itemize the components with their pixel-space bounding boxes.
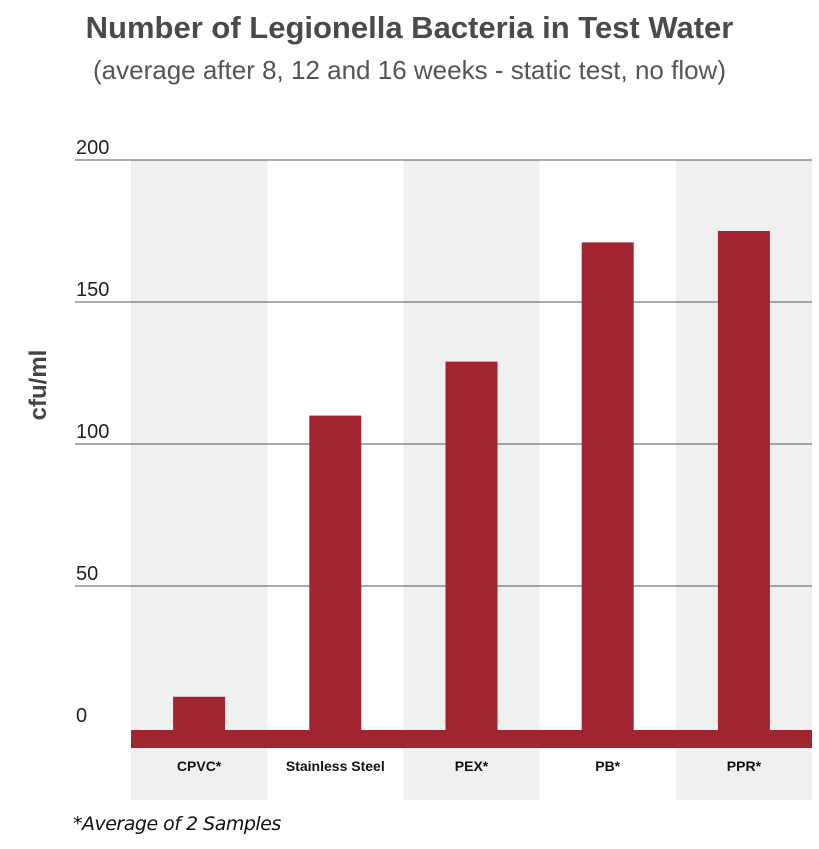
y-tick-label: 200	[76, 137, 109, 159]
y-axis-label: cfu/ml	[25, 350, 52, 421]
chart-subtitle: (average after 8, 12 and 16 weeks - stat…	[93, 55, 726, 85]
bar-pex	[445, 361, 498, 731]
bar-stainless-steel	[309, 415, 362, 731]
bar-pb	[581, 242, 634, 732]
x-tick-label: Stainless Steel	[286, 758, 385, 774]
baseline-bar	[131, 730, 812, 748]
bar-cpvc	[173, 696, 226, 731]
x-tick-label: PEX*	[455, 758, 489, 774]
y-tick-label: 50	[76, 563, 98, 585]
x-tick-label: PPR*	[727, 758, 762, 774]
chart-title: Number of Legionella Bacteria in Test Wa…	[85, 10, 734, 45]
column-band	[131, 160, 268, 800]
x-tick-label: CPVC*	[177, 758, 222, 774]
x-tick-label: PB*	[595, 758, 620, 774]
footnote: *Average of 2 Samples	[73, 813, 281, 835]
bar-ppr	[717, 231, 770, 731]
y-tick-label: 150	[76, 279, 109, 301]
y-tick-label: 0	[76, 705, 87, 727]
y-tick-label: 100	[76, 421, 109, 443]
